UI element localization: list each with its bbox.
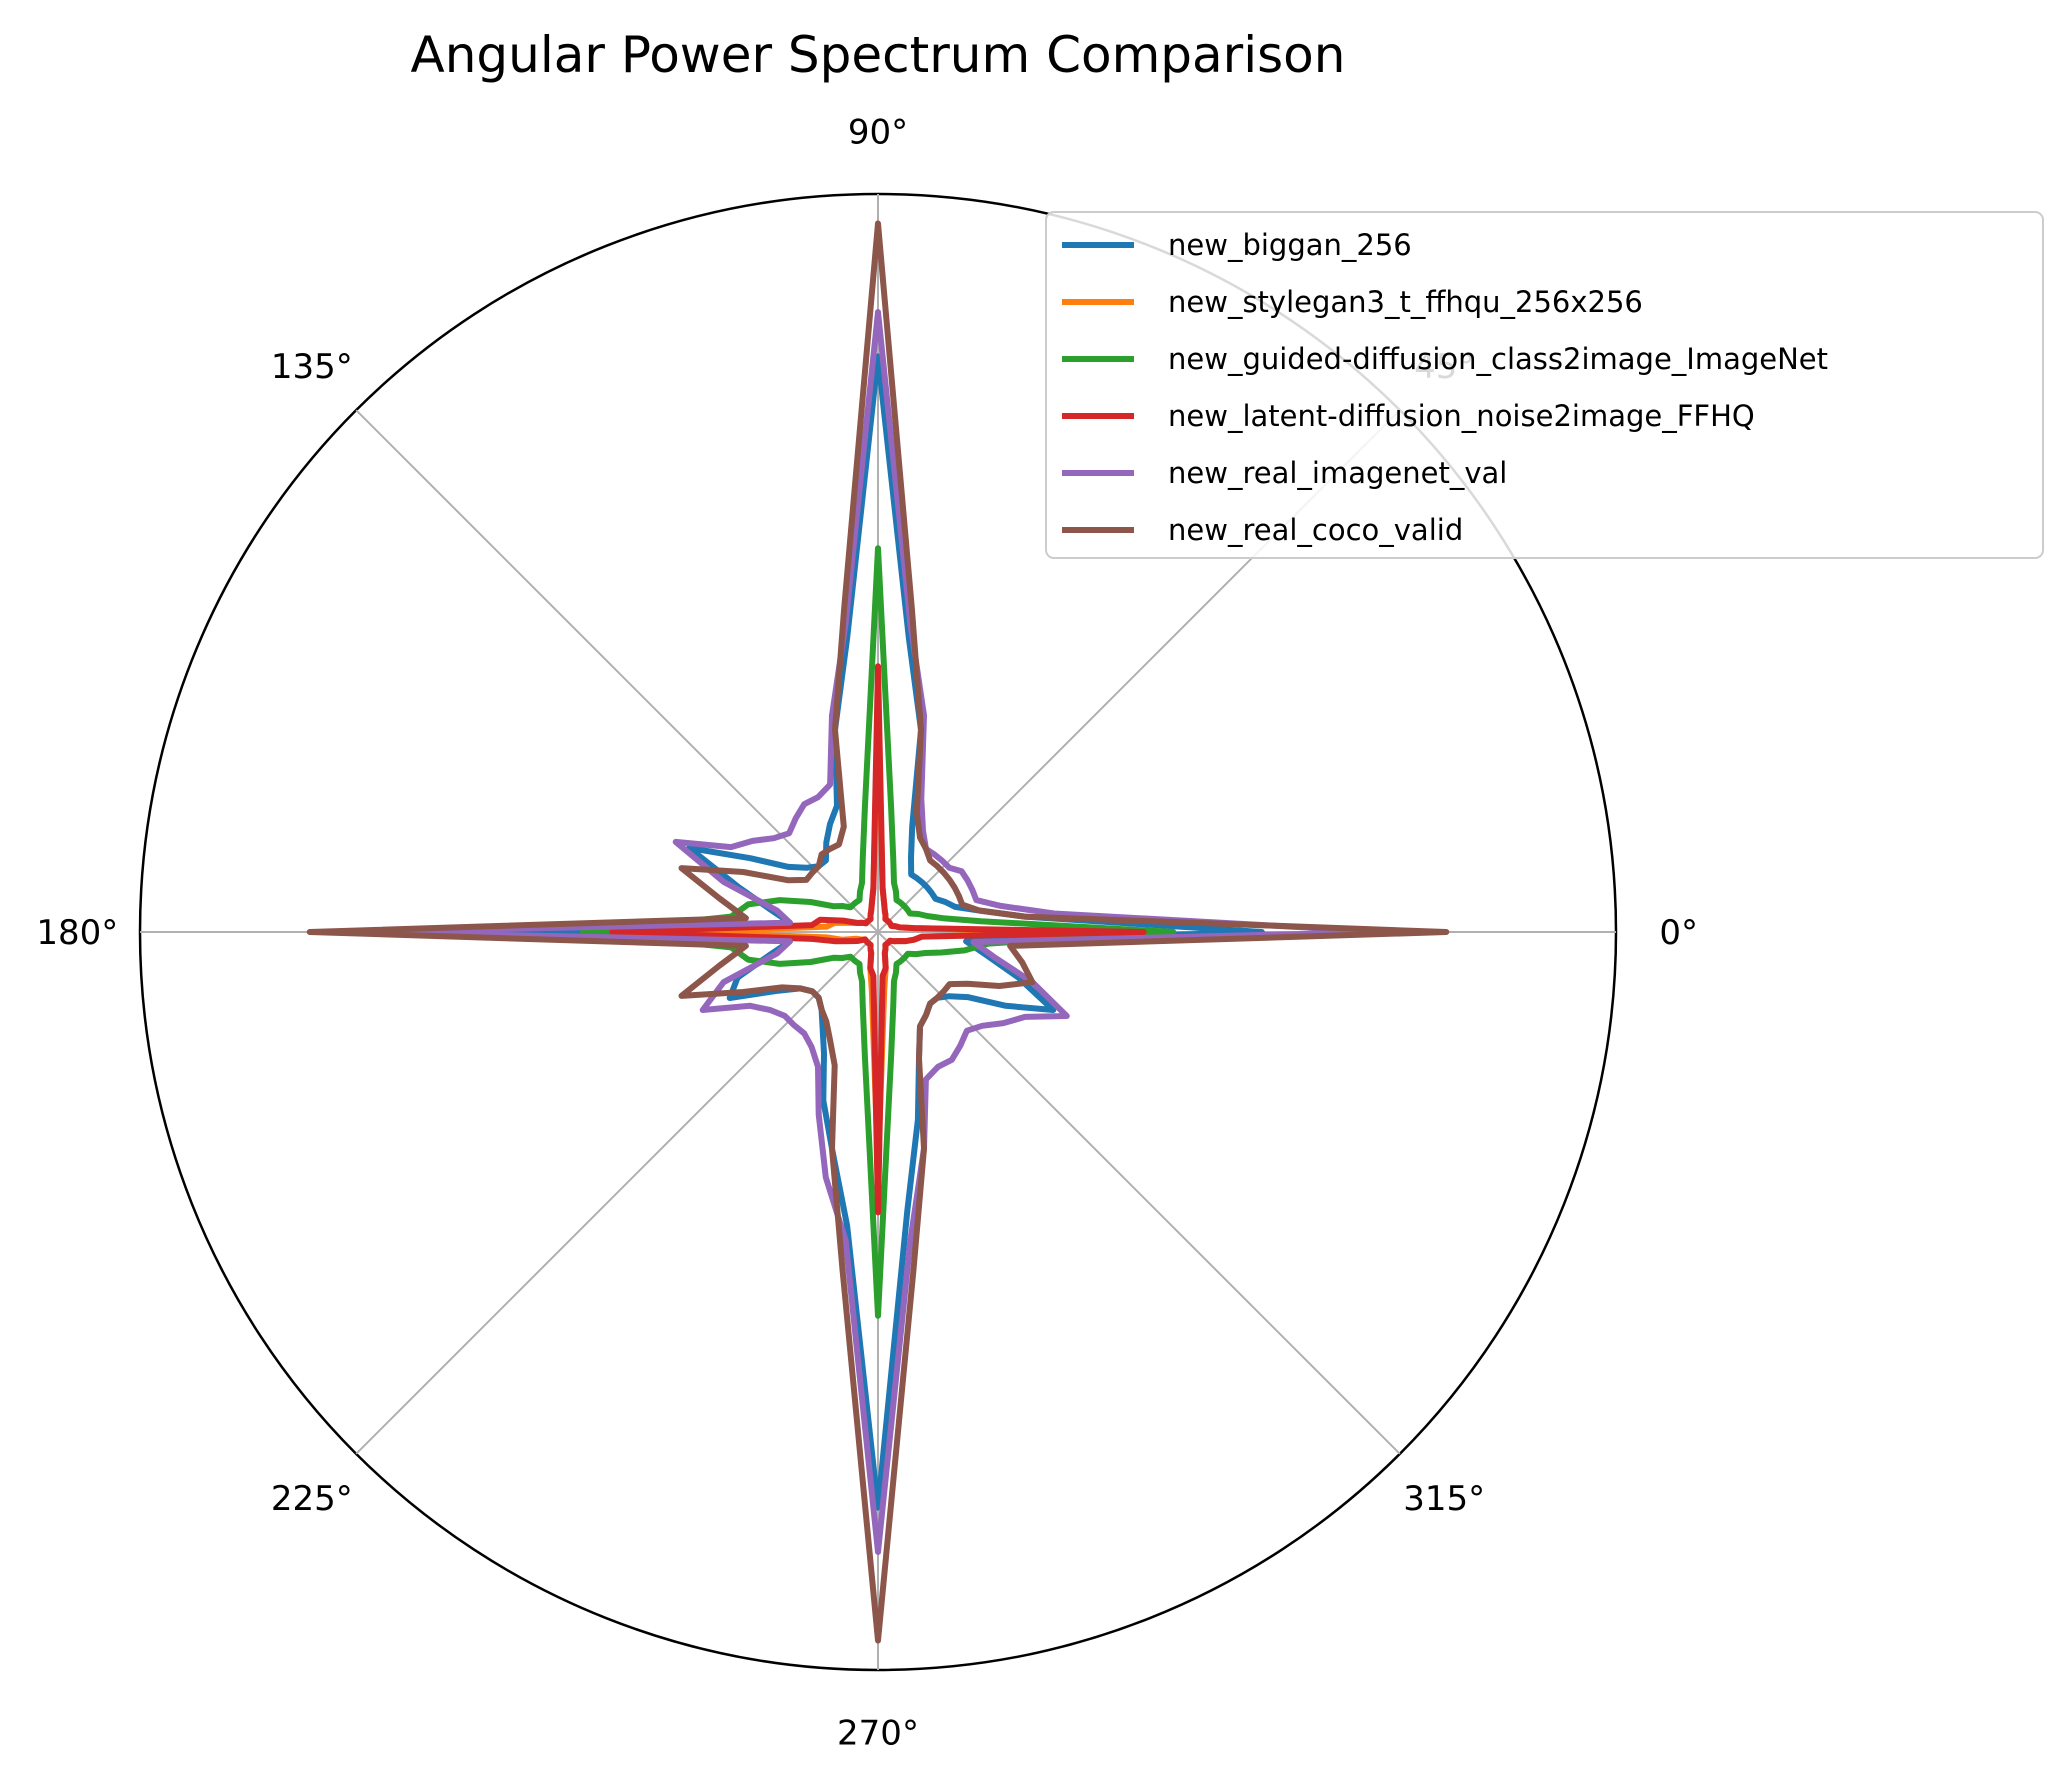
legend-label: new_real_coco_valid: [1168, 513, 1463, 547]
angle-tick-label: 180°: [36, 913, 118, 953]
angle-tick-label: 225°: [271, 1479, 353, 1519]
legend-label: new_biggan_256: [1168, 228, 1412, 262]
legend-items: new_biggan_256 new_stylegan3_t_ffhqu_256x…: [1062, 228, 1828, 547]
legend: new_biggan_256 new_stylegan3_t_ffhqu_256x…: [1045, 211, 2044, 559]
chart-title: Angular Power Spectrum Comparison: [411, 26, 1346, 84]
series-line-new_real_coco_valid: [306, 220, 1450, 1644]
legend-label: new_latent-diffusion_noise2image_FFHQ: [1168, 399, 1755, 433]
angle-tick-label: 90°: [848, 112, 908, 152]
legend-label: new_guided-diffusion_class2image_ImageNe…: [1168, 342, 1828, 376]
angle-tick-label: 135°: [271, 347, 353, 387]
grid-spoke-135: [355, 409, 879, 933]
series-lines: [306, 220, 1450, 1644]
angle-tick-label: 270°: [837, 1714, 919, 1754]
angle-tick-label: 0°: [1659, 913, 1698, 953]
legend-label: new_real_imagenet_val: [1168, 456, 1507, 490]
series-line-new_guided-diffusion_class2image_ImageNet: [579, 545, 1177, 1319]
series-line-new_latent-diffusion_noise2image_FFHQ: [609, 663, 1147, 1216]
legend-frame: [1045, 211, 2044, 559]
grid-spoke-315: [877, 931, 1401, 1455]
legend-label: new_stylegan3_t_ffhqu_256x256: [1168, 285, 1643, 319]
angle-tick-label: 315°: [1403, 1479, 1485, 1519]
